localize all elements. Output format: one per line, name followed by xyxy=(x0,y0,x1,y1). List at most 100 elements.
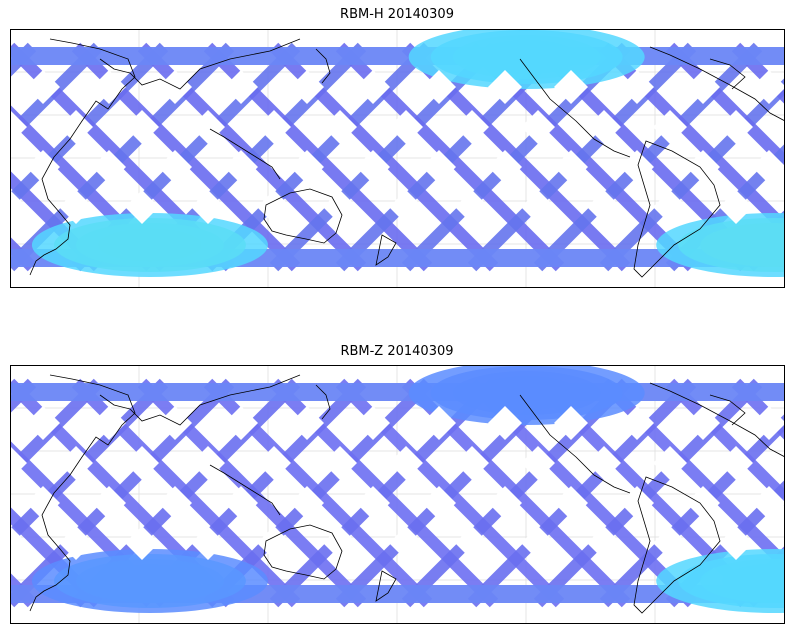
coverage-gap xyxy=(719,190,753,224)
coverage-gap xyxy=(488,70,522,104)
coverage-gap xyxy=(10,110,27,144)
coverage-gap xyxy=(587,190,621,224)
orbit-track xyxy=(467,378,697,608)
coverage-gap xyxy=(158,406,192,440)
coverage-gap xyxy=(257,190,291,224)
coverage-gap xyxy=(752,70,785,104)
coverage-gap xyxy=(224,70,258,104)
coverage-gap xyxy=(290,486,324,520)
anomaly-hotspots xyxy=(31,29,785,277)
coverage-gap xyxy=(158,70,192,104)
coverage-gap xyxy=(752,486,785,520)
coverage-gap xyxy=(389,190,423,224)
panel-title-rbm-z: RBM-Z 20140309 xyxy=(340,344,454,359)
coverage-gap xyxy=(191,110,225,144)
coverage-gap xyxy=(125,110,159,144)
coverage-gap xyxy=(125,526,159,560)
coastline xyxy=(649,382,785,458)
map-frame xyxy=(10,29,785,288)
hotspot-north-pacific xyxy=(408,29,645,89)
coverage-gap xyxy=(191,190,225,224)
coverage-gap xyxy=(191,446,225,480)
coverage-gap xyxy=(92,486,126,520)
coastline xyxy=(633,476,721,614)
coverage-gap xyxy=(554,150,588,184)
map-frame xyxy=(10,365,785,624)
coverage-gap xyxy=(290,150,324,184)
coastline xyxy=(209,128,281,180)
coverage-gap xyxy=(554,70,588,104)
orbit-track xyxy=(599,77,785,272)
coastline xyxy=(709,58,746,90)
coverage-gap xyxy=(455,526,489,560)
panel-title-rbm-h: RBM-H 20140309 xyxy=(340,7,454,22)
coastline xyxy=(649,46,785,122)
coverage-gap xyxy=(290,406,324,440)
coverage-gap xyxy=(224,486,258,520)
coverage-gap xyxy=(752,406,785,440)
coverage-gap xyxy=(422,486,456,520)
coverage-gap xyxy=(686,486,720,520)
coverage-gap xyxy=(59,526,93,560)
coverage-gap xyxy=(488,150,522,184)
coverage-gap xyxy=(620,406,654,440)
coverage-gap xyxy=(191,526,225,560)
hotspot-south-atlantic xyxy=(656,549,785,613)
coastline xyxy=(519,394,631,494)
coastline xyxy=(29,374,136,612)
coverage-gap xyxy=(686,406,720,440)
coverage-gap xyxy=(323,526,357,560)
coastline xyxy=(263,188,343,244)
coverage-gap xyxy=(521,190,555,224)
coverage-gap xyxy=(587,110,621,144)
coverage-gap xyxy=(455,190,489,224)
orbit-track xyxy=(269,378,499,608)
coverage-gap xyxy=(389,526,423,560)
orbit-track xyxy=(10,378,103,480)
coverage-gap xyxy=(26,70,60,104)
coverage-gap xyxy=(389,110,423,144)
coastline xyxy=(263,524,343,580)
coverage-gap xyxy=(653,110,687,144)
coverage-gap xyxy=(26,406,60,440)
coverage-gap xyxy=(389,446,423,480)
coverage-gap xyxy=(488,486,522,520)
coverage-gap xyxy=(455,446,489,480)
coverage-gap xyxy=(26,486,60,520)
coverage-gap xyxy=(125,190,159,224)
coverage-gap xyxy=(488,406,522,440)
coverage-gap xyxy=(587,446,621,480)
coverage-gap xyxy=(521,446,555,480)
coverage-gap xyxy=(224,150,258,184)
coverage-strip-north xyxy=(10,383,785,401)
coverage-gap xyxy=(323,190,357,224)
map-rbm-h xyxy=(10,29,785,288)
coverage-gap xyxy=(290,70,324,104)
coastline xyxy=(29,38,136,276)
coverage-gap xyxy=(455,110,489,144)
map-rbm-z xyxy=(10,365,785,624)
coverage-gap xyxy=(653,190,687,224)
coverage-gap xyxy=(10,526,27,560)
coverage-gap xyxy=(521,526,555,560)
coverage-gap xyxy=(719,526,753,560)
coverage-gap xyxy=(356,406,390,440)
coverage-gap xyxy=(257,446,291,480)
hotspot-south-indian xyxy=(31,549,268,613)
coverage-gap xyxy=(620,70,654,104)
coverage-gap xyxy=(158,486,192,520)
anomaly-hotspots xyxy=(31,365,785,613)
coverage-gap xyxy=(620,150,654,184)
coastline xyxy=(315,48,331,84)
coastline xyxy=(519,58,631,158)
orbit-track xyxy=(533,42,763,272)
hotspot-south-atlantic xyxy=(656,213,785,277)
coverage-gap xyxy=(26,150,60,184)
coastlines xyxy=(29,38,785,278)
coverage-gap xyxy=(752,150,785,184)
coastlines xyxy=(29,374,785,614)
coverage-gap xyxy=(323,110,357,144)
coverage-gap xyxy=(125,446,159,480)
coastline xyxy=(633,140,721,278)
coverage-gap xyxy=(59,190,93,224)
